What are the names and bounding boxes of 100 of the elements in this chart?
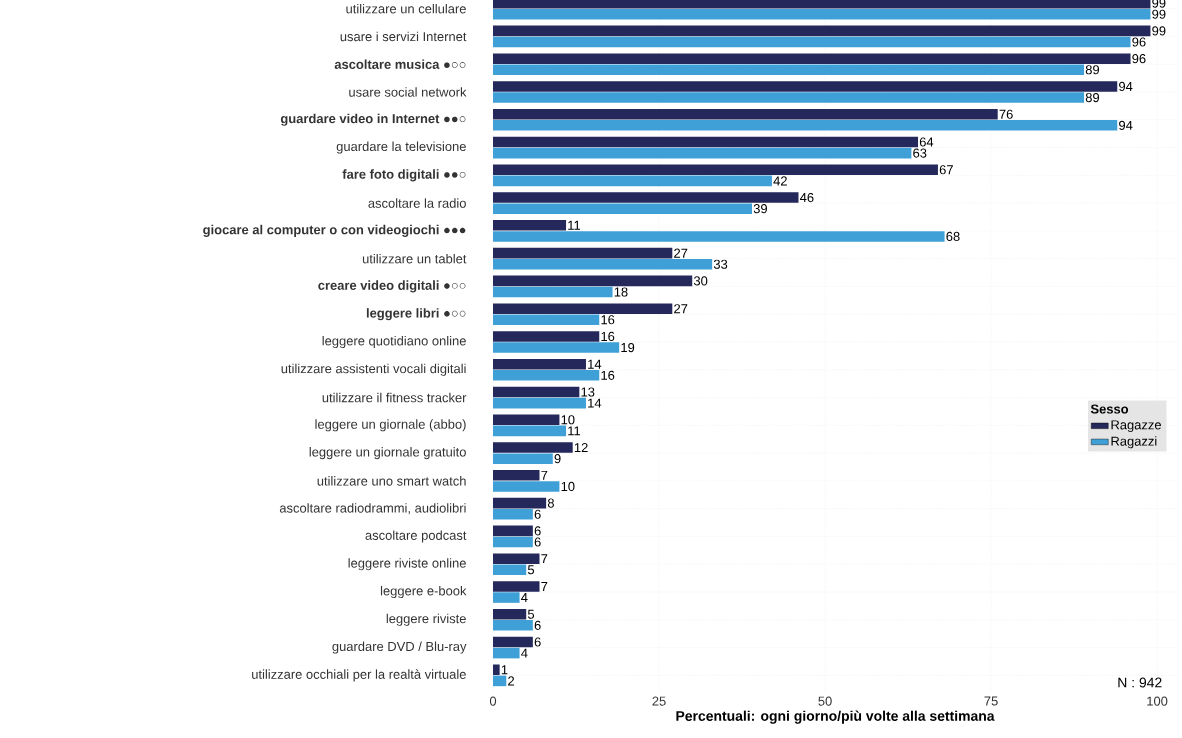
legend-label: Ragazzi: [1111, 436, 1157, 449]
bar: [493, 275, 693, 287]
y-tick-label: leggere riviste: [386, 613, 466, 626]
data-label: 11: [568, 426, 581, 436]
bar: [493, 303, 673, 314]
bar: [493, 358, 586, 370]
x-tick-label: 0: [489, 696, 497, 706]
bar: [493, 425, 567, 437]
y-tick-label: leggere un giornale (abbo): [315, 419, 466, 432]
y-tick-label: usare social network: [349, 87, 467, 97]
x-tick-label: 75: [984, 696, 998, 706]
bar: [493, 497, 547, 509]
bar: [493, 175, 772, 187]
data-label: 42: [773, 176, 787, 186]
y-tick-label: leggere riviste online: [348, 558, 466, 571]
bar: [493, 36, 1131, 48]
bar: [493, 81, 1118, 92]
bar: [493, 620, 533, 631]
data-label: 64: [919, 137, 934, 147]
y-tick-label: guardare DVD / Blu-ray: [332, 641, 467, 654]
data-label: 89: [1085, 92, 1100, 103]
data-label: 76: [999, 109, 1013, 119]
y-tick-label: guardare video in Internet ●●○: [280, 113, 466, 126]
bar: [493, 164, 938, 176]
bar: [493, 470, 540, 481]
data-label: 30: [693, 276, 708, 286]
bar: [493, 192, 799, 203]
y-tick-label: utilizzare occhiali per la realtà virtuale: [252, 669, 466, 682]
bar: [493, 8, 1151, 20]
data-label: 67: [939, 165, 953, 175]
y-tick-label: creare video digitali ●○○: [318, 280, 466, 293]
bar: [493, 108, 998, 120]
y-tick-label: leggere libri ●○○: [366, 308, 466, 321]
data-label: 94: [1119, 120, 1133, 130]
bar: [493, 53, 1131, 64]
bar: [493, 247, 673, 259]
bar: [493, 147, 912, 159]
x-tick-label: 50: [818, 696, 832, 706]
data-label: 33: [713, 259, 728, 269]
data-label: 16: [601, 331, 615, 342]
y-tick-label: leggere e-book: [380, 585, 467, 599]
data-label: 6: [534, 637, 541, 647]
data-label: 4: [521, 648, 528, 658]
bar: [493, 664, 500, 676]
data-label: 14: [588, 359, 602, 369]
y-tick-label: leggere un giornale gratuito: [309, 447, 466, 460]
data-label: 27: [674, 248, 688, 258]
x-axis-title: Percentuali: ogni giorno/più volte alla settimana: [676, 710, 995, 724]
y-tick-label: fare foto digitali ●●○: [342, 169, 466, 182]
bar: [493, 608, 527, 620]
bar: [493, 220, 567, 231]
data-label: 18: [614, 287, 628, 297]
bar: [493, 25, 1151, 37]
bar: [493, 647, 520, 659]
bar: [493, 481, 560, 492]
bar: [493, 370, 600, 381]
bar: [493, 592, 520, 603]
y-tick-label: ascoltare radiodrammi, audiolibri: [279, 503, 466, 515]
bar: [493, 386, 580, 398]
y-tick-label: utilizzare il fitness tracker: [322, 392, 467, 403]
data-label: 10: [561, 481, 575, 492]
data-label: 96: [1132, 54, 1146, 64]
y-tick-label: utilizzare un cellulare: [346, 3, 466, 14]
data-label: 46: [799, 192, 814, 203]
y-tick-label: guardare la televisione: [336, 141, 466, 154]
bar: [493, 414, 560, 426]
bar: [493, 92, 1085, 103]
y-tick-label: ascoltare musica ●○○: [334, 59, 466, 69]
bar: [493, 636, 533, 648]
bar: [493, 453, 553, 464]
data-label: 14: [588, 398, 602, 408]
bar: [493, 564, 527, 576]
data-label: 5: [527, 609, 535, 619]
data-label: 9: [554, 454, 561, 464]
data-label: 6: [534, 537, 541, 547]
data-label: 11: [568, 220, 581, 230]
y-tick-label: giocare al computer o con videogiochi ●●●: [203, 224, 466, 237]
bar: [493, 675, 507, 687]
bar: [493, 64, 1085, 76]
data-label: 99: [1152, 26, 1166, 36]
data-label: 6: [534, 526, 541, 536]
bar: [493, 397, 586, 409]
bar: [493, 331, 600, 342]
legend-label: Ragazze: [1111, 420, 1161, 432]
data-label: 96: [1132, 37, 1146, 47]
x-tick-label: 100: [1147, 696, 1168, 706]
bar: [493, 581, 540, 592]
bar: [493, 231, 945, 242]
data-label: 89: [1085, 65, 1100, 75]
bar: [493, 136, 919, 148]
bar: [493, 508, 533, 520]
bar: [493, 286, 613, 298]
data-label: 13: [581, 387, 595, 397]
data-label: 19: [621, 342, 635, 353]
data-label: 5: [527, 565, 535, 575]
data-label: 39: [753, 204, 767, 214]
data-label: 6: [534, 509, 541, 519]
bar: [493, 553, 540, 564]
y-tick-label: ascoltare la radio: [368, 198, 466, 208]
annotation: N : 942: [1118, 677, 1162, 688]
